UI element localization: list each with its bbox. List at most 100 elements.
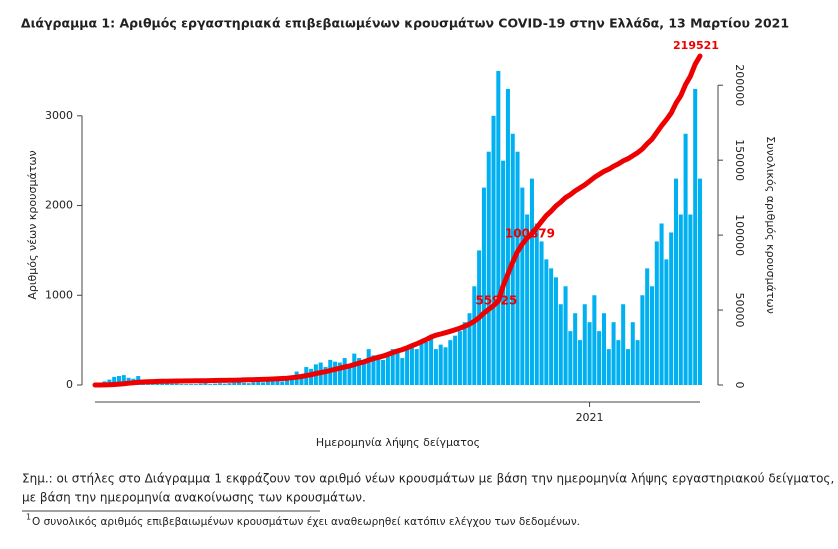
bar [381,359,386,385]
bar [385,353,390,385]
bar [558,304,563,385]
bar [654,241,659,385]
bar [438,344,443,385]
bar [573,313,578,385]
y2-tick-label: 200000 [733,64,746,106]
bar [448,340,453,385]
bar [635,340,640,385]
bar [323,367,328,385]
bar [625,349,630,385]
bar [429,335,434,385]
bar [472,286,477,385]
bar [251,382,256,385]
bar [640,295,645,385]
bar [505,88,510,385]
bar [659,223,664,385]
bar [669,232,674,385]
bar [453,335,458,385]
y-tick-label: 2000 [45,199,73,212]
bar [457,331,462,385]
bar [664,259,669,385]
y-tick-label: 1000 [45,288,73,301]
bar [376,358,381,385]
bar [645,268,650,385]
bar [462,322,467,385]
y2-tick-label: 150000 [733,139,746,181]
bar [121,375,126,385]
bar [270,380,275,385]
bar [217,383,222,385]
footnote-mark: 1 [26,513,31,522]
bar [193,384,198,385]
bar [337,362,342,385]
bar [352,353,357,385]
bar [116,376,122,385]
bar [361,362,366,385]
bar [515,151,520,385]
bar [697,178,703,385]
line-value-label: 100879 [505,226,555,240]
bar [390,349,395,385]
bar [237,382,242,385]
line-value-label: 55925 [475,294,517,308]
bar [227,383,232,385]
footnote: Ο συνολικός αριθμός επιβεβαιωμένων κρουσ… [32,516,580,528]
bar [649,286,655,385]
bar [174,383,179,385]
bar [203,383,208,385]
bar [289,376,294,385]
y2-tick-label: 50000 [733,293,746,328]
bar [525,214,530,385]
bar [261,382,266,385]
bar [366,349,371,385]
bar [424,341,429,385]
bar [563,286,568,385]
bar [606,349,611,385]
bar [534,223,539,385]
line-value-label: 219521 [673,39,719,52]
bar [433,349,438,385]
note: Σημ.: οι στήλες στο Διάγραμμα 1 εκφράζου… [22,472,838,486]
bar [630,322,635,385]
y2-tick-label: 0 [733,382,746,389]
bar [587,322,592,385]
bar [280,381,285,385]
y-tick-label: 0 [66,378,73,391]
bar [419,340,424,385]
bar [678,214,683,385]
bar [597,331,602,385]
cumulative-line [92,53,703,388]
bar [347,367,352,385]
y2-axis-label: Συνολικός αριθμός κρουσμάτων [764,136,777,314]
bar [582,304,587,385]
note: με βάση την ημερομηνία ανακοίνωσης των κ… [22,491,366,505]
bar [165,383,170,385]
bar [256,381,261,385]
bar [184,384,189,385]
bar [568,331,573,385]
bar [553,277,558,385]
bar [179,384,184,385]
bar [371,355,376,385]
bar [491,115,496,385]
bar [405,348,410,385]
x-axis-label: Ημερομηνία λήψης δείγματος [316,436,480,449]
bar [285,378,290,385]
bar [443,347,448,385]
y-tick-label: 3000 [45,109,73,122]
x-tick-label: 2021 [576,411,604,424]
bar [481,187,486,385]
bar [246,383,251,385]
bar [520,187,525,385]
bar [501,160,506,385]
bar [409,344,414,385]
bar [265,381,270,385]
bar [529,178,534,385]
bar [688,214,693,385]
bar [414,349,419,385]
bar [342,358,347,385]
bar [577,340,582,385]
bar [213,383,218,385]
bar [693,88,698,385]
